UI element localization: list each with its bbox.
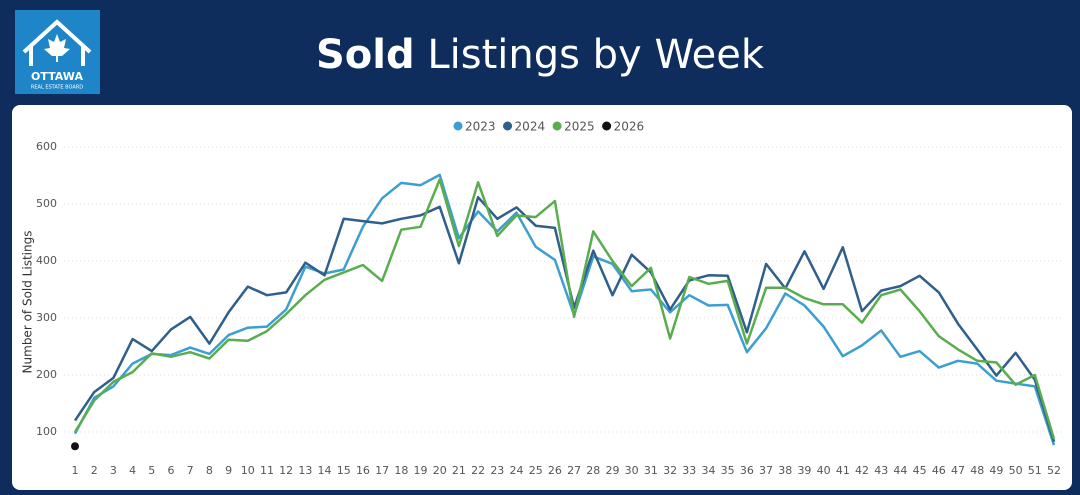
legend-dot bbox=[602, 121, 612, 131]
x-tick-label: 43 bbox=[874, 464, 888, 477]
legend-label: 2024 bbox=[515, 120, 546, 134]
x-tick-label: 1 bbox=[72, 464, 79, 477]
logo-house bbox=[22, 19, 92, 66]
x-tick-label: 24 bbox=[510, 464, 524, 477]
x-tick-label: 21 bbox=[452, 464, 466, 477]
point bbox=[71, 442, 79, 451]
logo-leaf bbox=[44, 34, 70, 62]
x-tick-label: 51 bbox=[1028, 464, 1042, 477]
x-tick-label: 22 bbox=[471, 464, 485, 477]
series-line bbox=[73, 195, 1056, 443]
x-tick-label: 4 bbox=[129, 464, 136, 477]
x-tick-label: 7 bbox=[187, 464, 194, 477]
x-tick-label: 39 bbox=[797, 464, 811, 477]
x-tick-label: 41 bbox=[836, 464, 850, 477]
logo: OTTAWA REAL ESTATE BOARD bbox=[15, 10, 100, 94]
x-tick-label: 48 bbox=[970, 464, 984, 477]
x-tick-label: 13 bbox=[298, 464, 312, 477]
x-tick-label: 2 bbox=[91, 464, 98, 477]
x-tick-label: 11 bbox=[260, 464, 274, 477]
x-tick-label: 16 bbox=[356, 464, 370, 477]
logo-sub: REAL ESTATE BOARD bbox=[31, 85, 83, 91]
x-tick-label: 42 bbox=[855, 464, 869, 477]
series-line bbox=[73, 173, 1056, 446]
x-tick-label: 14 bbox=[318, 464, 332, 477]
x-tick-label: 46 bbox=[932, 464, 946, 477]
y-axis-label: Number of Sold Listings bbox=[21, 231, 35, 374]
x-tick-label: 47 bbox=[951, 464, 965, 477]
x-tick-label: 9 bbox=[225, 464, 232, 477]
x-tick-label: 49 bbox=[989, 464, 1003, 477]
y-tick-label: 200 bbox=[36, 368, 57, 381]
x-tick-label: 38 bbox=[778, 464, 792, 477]
legend-label: 2023 bbox=[465, 120, 496, 134]
x-tick-label: 30 bbox=[625, 464, 639, 477]
legend-label: 2025 bbox=[564, 120, 595, 134]
x-tick-label: 17 bbox=[375, 464, 389, 477]
title-bold: Sold bbox=[316, 32, 415, 78]
x-tick-label: 44 bbox=[893, 464, 907, 477]
x-tick-label: 3 bbox=[110, 464, 117, 477]
x-tick-label: 8 bbox=[206, 464, 213, 477]
legend-dot bbox=[453, 121, 463, 131]
x-tick-label: 26 bbox=[548, 464, 562, 477]
x-tick-label: 20 bbox=[433, 464, 447, 477]
x-tick-label: 32 bbox=[663, 464, 677, 477]
y-tick-label: 600 bbox=[36, 140, 57, 153]
y-tick-label: 300 bbox=[36, 311, 57, 324]
x-tick-label: 25 bbox=[529, 464, 543, 477]
logo-name: OTTAWA bbox=[31, 70, 83, 83]
title-rest: Listings by Week bbox=[427, 32, 765, 78]
x-tick-label: 36 bbox=[740, 464, 754, 477]
y-tick-label: 400 bbox=[36, 254, 57, 267]
y-tick-label: 100 bbox=[36, 425, 57, 438]
y-tick-label: 500 bbox=[36, 197, 57, 210]
x-tick-label: 40 bbox=[817, 464, 831, 477]
x-tick-label: 6 bbox=[167, 464, 174, 477]
legend-dot bbox=[503, 121, 513, 131]
title: Sold Listings by Week bbox=[316, 32, 765, 78]
x-tick-label: 31 bbox=[644, 464, 658, 477]
x-tick-label: 52 bbox=[1047, 464, 1061, 477]
x-tick-label: 12 bbox=[279, 464, 293, 477]
x-tick-label: 27 bbox=[567, 464, 581, 477]
x-tick-label: 37 bbox=[759, 464, 773, 477]
x-tick-label: 50 bbox=[1009, 464, 1023, 477]
x-tick-label: 19 bbox=[414, 464, 428, 477]
x-tick-label: 23 bbox=[490, 464, 504, 477]
x-tick-label: 5 bbox=[148, 464, 155, 477]
series-line bbox=[73, 178, 1056, 440]
x-tick-label: 15 bbox=[337, 464, 351, 477]
x-tick-label: 35 bbox=[721, 464, 735, 477]
x-tick-label: 28 bbox=[586, 464, 600, 477]
x-tick-label: 18 bbox=[394, 464, 408, 477]
x-tick-label: 10 bbox=[241, 464, 255, 477]
legend-label: 2026 bbox=[614, 120, 645, 134]
x-tick-label: 29 bbox=[605, 464, 619, 477]
x-tick-label: 33 bbox=[682, 464, 696, 477]
x-tick-label: 34 bbox=[701, 464, 715, 477]
x-tick-label: 45 bbox=[913, 464, 927, 477]
chart-card bbox=[12, 105, 1072, 490]
legend-dot bbox=[552, 121, 562, 131]
